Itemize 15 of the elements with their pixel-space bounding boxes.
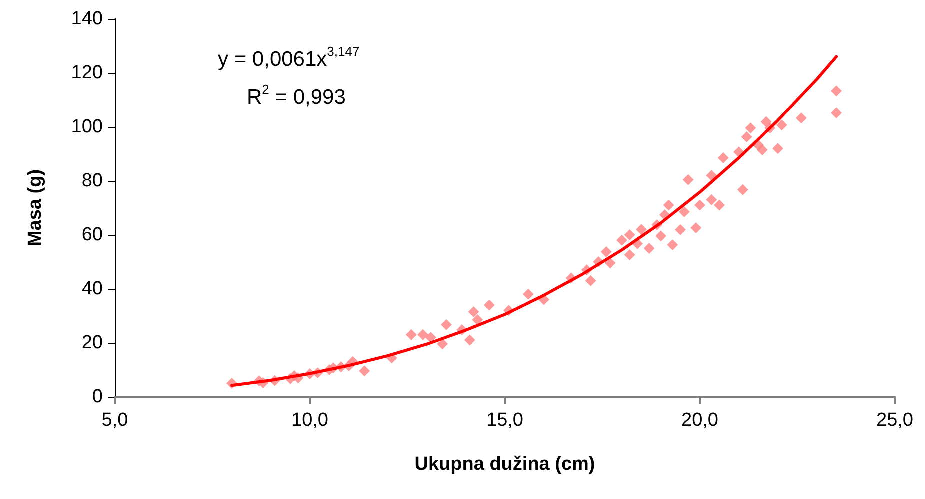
y-tick-label: 140 xyxy=(71,8,103,30)
y-tick-label: 0 xyxy=(92,386,103,408)
x-tick-label: 20,0 xyxy=(682,410,718,431)
x-tick-label: 25,0 xyxy=(876,410,914,431)
y-axis-title: Masa (g) xyxy=(25,169,46,247)
y-tick-label: 20 xyxy=(82,332,103,354)
y-tick-label: 60 xyxy=(82,224,103,246)
x-tick-label: 15,0 xyxy=(486,410,524,431)
x-tick-label: 10,0 xyxy=(292,410,328,431)
y-tick-label: 100 xyxy=(71,116,103,138)
x-axis-title: Ukupna dužina (cm) xyxy=(414,454,596,475)
y-tick-label: 40 xyxy=(82,278,103,300)
x-tick-label: 5,0 xyxy=(102,410,128,431)
y-tick-label: 80 xyxy=(82,170,103,192)
y-tick-label: 120 xyxy=(71,62,103,84)
